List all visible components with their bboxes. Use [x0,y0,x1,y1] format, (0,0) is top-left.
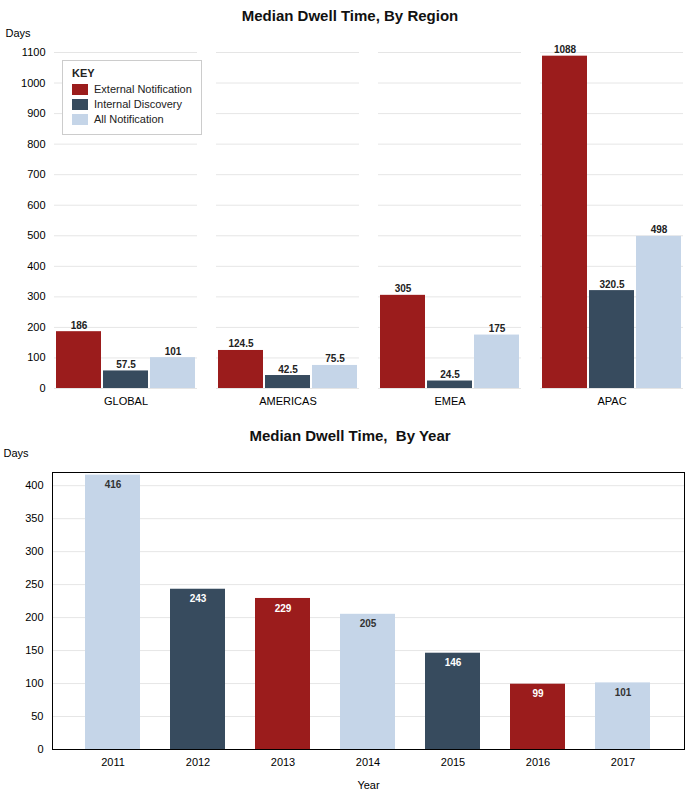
svg-text:0: 0 [39,382,45,394]
svg-text:800: 800 [27,138,45,150]
svg-text:416: 416 [105,479,122,490]
svg-text:150: 150 [25,644,43,656]
svg-text:2011: 2011 [101,756,125,768]
svg-text:1088: 1088 [554,44,577,55]
svg-text:200: 200 [27,321,45,333]
svg-text:2015: 2015 [441,756,465,768]
svg-text:24.5: 24.5 [440,369,460,380]
svg-text:57.5: 57.5 [116,359,136,370]
svg-text:AMERICAS: AMERICAS [259,395,316,407]
svg-text:1100: 1100 [22,46,46,58]
svg-text:APAC: APAC [597,395,626,407]
svg-text:100: 100 [25,677,43,689]
svg-text:305: 305 [395,283,412,294]
svg-text:0: 0 [37,743,43,755]
svg-text:GLOBAL: GLOBAL [104,395,148,407]
svg-text:229: 229 [275,603,292,614]
svg-text:500: 500 [27,229,45,241]
svg-text:Days: Days [6,27,32,39]
html-text:All Notification: All Notification [94,113,164,125]
svg-text:175: 175 [489,323,506,334]
svg-text:2016: 2016 [526,756,550,768]
svg-text:99: 99 [532,688,544,699]
svg-text:Days: Days [4,447,30,459]
html-text:Median Dwell Time, By Year: Median Dwell Time, By Year [249,427,451,444]
svg-text:350: 350 [25,512,43,524]
svg-text:1000: 1000 [21,77,45,89]
svg-text:75.5: 75.5 [325,353,345,364]
svg-text:300: 300 [27,290,45,302]
svg-text:2017: 2017 [611,756,635,768]
svg-text:100: 100 [27,351,45,363]
html-text:KEY: KEY [72,67,95,79]
svg-text:42.5: 42.5 [278,364,298,375]
svg-text:101: 101 [165,346,182,357]
svg-text:2012: 2012 [186,756,210,768]
svg-text:50: 50 [31,710,43,722]
svg-text:700: 700 [27,168,45,180]
svg-text:243: 243 [190,593,207,604]
svg-text:2013: 2013 [271,756,295,768]
svg-text:200: 200 [25,611,43,623]
svg-text:400: 400 [27,260,45,272]
svg-text:EMEA: EMEA [434,395,466,407]
svg-text:498: 498 [651,224,668,235]
svg-text:320.5: 320.5 [599,279,624,290]
svg-text:124.5: 124.5 [228,338,253,349]
svg-text:250: 250 [25,578,43,590]
svg-text:900: 900 [27,107,45,119]
svg-text:205: 205 [360,618,377,629]
svg-text:300: 300 [25,545,43,557]
svg-text:2014: 2014 [356,756,380,768]
svg-text:146: 146 [445,657,462,668]
svg-text:101: 101 [615,687,632,698]
svg-text:Year: Year [357,779,380,791]
svg-text:600: 600 [27,199,45,211]
svg-text:400: 400 [25,479,43,491]
html-text:External Notification: External Notification [94,83,192,95]
html-text:Median Dwell Time, By Region: Median Dwell Time, By Region [241,7,459,24]
html-text:Internal Discovery: Internal Discovery [94,98,182,110]
svg-text:186: 186 [71,320,88,331]
